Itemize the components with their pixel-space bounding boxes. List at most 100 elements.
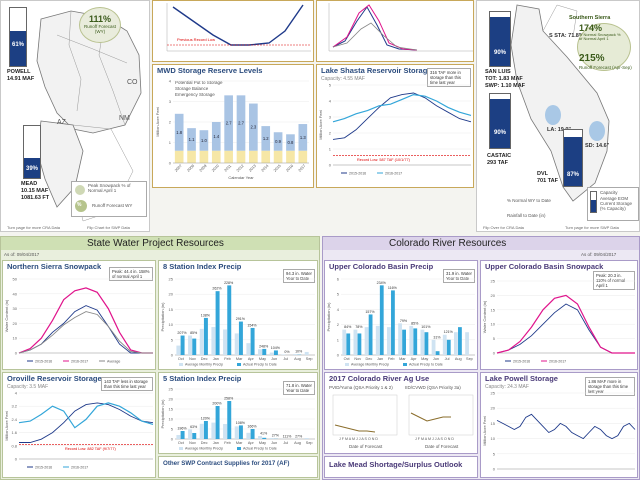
n-sierra-line-chart: 0 10 20 30 40 50 Water Content (in) 2015-2016 20… — [4, 277, 153, 364]
actual-bar — [192, 433, 197, 439]
legend-actual-text: Actual Precip to Date — [243, 447, 277, 451]
castaic-name: CASTAIC — [487, 153, 512, 159]
x-tick-label: Sep — [306, 357, 313, 361]
swp-contract-title: Other SWP Contract Supplies for 2017 (AF… — [163, 460, 290, 467]
data-label: 1.2 — [263, 136, 269, 141]
mead-elevation: 1081.63 FT — [21, 195, 50, 201]
san-luis-swp: SWP: 1.10 MAF — [485, 83, 526, 89]
y-tick-label: 1 — [169, 140, 172, 145]
swp-header-bar — [1, 237, 319, 250]
y-tick-label: 10 — [491, 322, 496, 327]
8-station-title: 8 Station Index Precip — [163, 262, 242, 271]
prev-record-label: Previous Record Low — [177, 37, 216, 42]
avg-bar — [223, 329, 228, 355]
avg-bar — [454, 332, 458, 355]
swp-flip-link[interactable]: Flip Chart for SWP Data — [87, 225, 130, 230]
data-label: 248% — [259, 344, 269, 348]
balance-bar — [249, 103, 258, 151]
cra-footer-link[interactable]: Turn page for more CRA Data — [7, 225, 60, 230]
runoff-pct: 215% — [579, 53, 605, 64]
avg-bar — [211, 422, 216, 439]
san-luis-tot: TOT: 1.83 MAF — [485, 76, 523, 82]
data-label: 138% — [201, 313, 211, 317]
avg-bar — [176, 345, 181, 355]
mead-value: 10.15 MAF — [21, 188, 49, 194]
data-label: 0% — [284, 350, 290, 354]
data-label: 291% — [236, 317, 246, 321]
actual-bar — [203, 421, 208, 439]
x-tick-label: Nov — [189, 441, 196, 445]
ag-use-panel: 2017 Colorado River Ag Use PVID/Yuma (QS… — [324, 372, 478, 454]
emergency-bar — [286, 150, 295, 163]
oroville-title: Oroville Reservoir Storage — [7, 374, 102, 383]
avg-bar — [199, 328, 204, 355]
actual-bar — [215, 291, 220, 355]
data-label: 78% — [355, 325, 363, 329]
x-tick-label: May — [259, 357, 266, 361]
n-sierra-title: Northern Sierra Snowpack — [7, 262, 102, 271]
avg-bar — [211, 327, 216, 355]
san-luis-gauge: 90% — [489, 11, 511, 67]
emergency-bar — [187, 150, 196, 163]
castaic-fill — [490, 99, 510, 148]
emergency-bar — [211, 150, 221, 163]
la-rain-drop — [545, 105, 561, 125]
y-tick-label: 5 — [171, 337, 174, 342]
y-axis-label: Water Content (in) — [4, 299, 9, 332]
ucb-precip-title: Upper Colorado Basin Precip — [329, 262, 434, 271]
avg-bar — [353, 329, 358, 355]
shasta-record-low: Record Low: 587 TAF (10/1/77) — [357, 158, 410, 162]
x-tick-label: Nov — [354, 357, 361, 361]
actual-bar — [180, 431, 185, 439]
legend-text: 2016-2017 — [71, 466, 88, 470]
actual-bar — [192, 338, 197, 355]
data-label: 157% — [365, 310, 375, 314]
avg-bar — [223, 424, 228, 439]
x-tick-label: 2008 — [186, 164, 195, 173]
legend-text: 2015-2016 — [349, 172, 366, 176]
southern-sierra-label: Southern Sierra — [569, 15, 611, 21]
actual-bar — [227, 285, 232, 355]
state-label-nm: NM — [119, 115, 130, 122]
actual-bar — [413, 328, 418, 355]
ca-legend-capacity: Capacity — [600, 190, 618, 195]
emergency-bar — [236, 150, 246, 163]
legend-text: Average — [107, 360, 120, 364]
powell-fill — [10, 30, 26, 66]
actual-bar — [379, 285, 384, 355]
data-label: 84% — [344, 325, 352, 329]
ucb-snow-line-chart: 0 5 10 15 20 25 Water Content (in) 2015-2016 201… — [482, 279, 635, 364]
y-tick-label: 3 — [169, 99, 172, 104]
ucb-precip-note: 31.9 in. Water Year to Date — [443, 269, 475, 284]
data-label: 101% — [421, 325, 431, 329]
x-tick-label: 2013 — [248, 164, 257, 173]
5-station-panel: 5 Station Index Precip 71.8 in. Water Ye… — [158, 372, 318, 454]
mead-pct: 39% — [25, 166, 38, 172]
ucb-snow-panel: Upper Colorado Basin Snowpack Peak: 20.3… — [480, 260, 638, 370]
data-label: 85% — [190, 331, 198, 335]
emergency-bar — [224, 150, 233, 163]
actual-bar — [180, 335, 185, 355]
swp-more-link[interactable]: Turn page for more SWP Data — [565, 225, 619, 230]
y-axis-label: Precipitation (in) — [160, 302, 165, 332]
data-label: 228% — [224, 281, 234, 285]
mead-reservoir-gauge: 39% — [23, 125, 41, 179]
oroville-record-low: Record Low: 882 TAF (9/7/77) — [65, 447, 116, 451]
y-tick-label: 4 — [15, 391, 18, 396]
y-tick-label: 2 — [337, 322, 340, 327]
y-tick-label: 25 — [491, 391, 496, 396]
avg-bar — [246, 343, 251, 355]
avg-bar — [304, 438, 309, 439]
state-label-az: AZ — [57, 119, 66, 126]
y-tick-label: 40 — [13, 291, 18, 296]
legend-text: 2016-2017 — [549, 360, 566, 364]
avg-bar — [387, 327, 391, 355]
balance-bar — [211, 122, 221, 151]
actual-bar — [424, 332, 429, 355]
data-label: 234% — [377, 281, 387, 285]
x-tick-label: Apr — [411, 357, 418, 361]
ca-flip-link[interactable]: Flip Over for CRA Data — [483, 225, 524, 230]
x-tick-label: Jan — [377, 357, 383, 361]
data-label: 116% — [388, 286, 398, 290]
avg-bar — [375, 325, 380, 355]
